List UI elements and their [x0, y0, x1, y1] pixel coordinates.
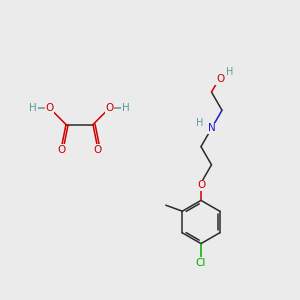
Text: H: H — [122, 103, 130, 113]
Text: H: H — [196, 118, 204, 128]
Text: O: O — [57, 145, 66, 155]
Text: H: H — [29, 103, 37, 113]
Text: O: O — [197, 180, 205, 190]
Text: N: N — [208, 123, 215, 134]
Text: O: O — [45, 103, 54, 113]
Text: O: O — [216, 74, 224, 84]
Text: Cl: Cl — [196, 258, 206, 268]
Text: H: H — [226, 67, 234, 76]
Text: O: O — [93, 145, 102, 155]
Text: O: O — [105, 103, 114, 113]
